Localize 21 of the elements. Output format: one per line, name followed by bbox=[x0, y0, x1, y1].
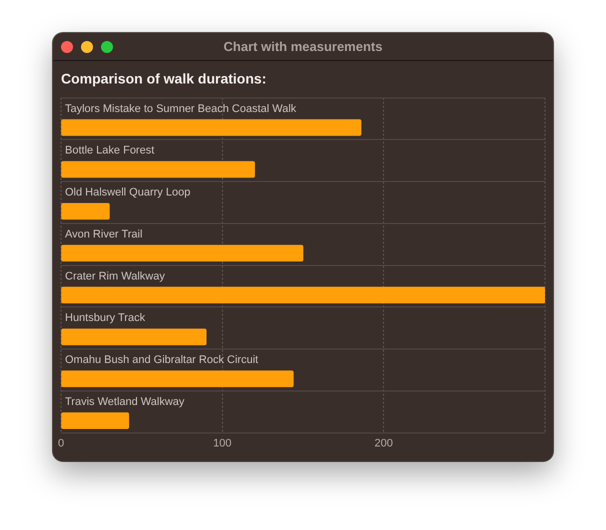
y-tick-label: Taylors Mistake to Sumner Beach Coastal Walk bbox=[65, 102, 297, 115]
y-tick-label: Travis Wetland Walkway bbox=[65, 396, 185, 408]
bar bbox=[61, 161, 255, 178]
y-tick-label: Crater Rim Walkway bbox=[65, 270, 166, 282]
x-tick-label: 100 bbox=[213, 437, 232, 450]
y-tick-label: Avon River Trail bbox=[65, 228, 142, 240]
y-tick-label: Old Halswell Quarry Loop bbox=[65, 186, 190, 199]
bar bbox=[61, 412, 130, 429]
chart-title: Chart with measurements bbox=[224, 38, 382, 56]
chart-subtitle: Comparison of walk durations: bbox=[61, 70, 266, 86]
y-tick-label: Bottle Lake Forest bbox=[65, 144, 154, 157]
bar bbox=[61, 119, 362, 136]
bar bbox=[61, 328, 207, 346]
y-tick-label: Huntsbury Track bbox=[65, 312, 146, 324]
x-tick-label: 200 bbox=[374, 437, 393, 450]
bar bbox=[61, 244, 304, 262]
bar bbox=[61, 202, 110, 220]
x-tick-label: 0 bbox=[58, 437, 64, 450]
bar bbox=[61, 286, 545, 304]
bar bbox=[61, 370, 294, 388]
y-tick-label: Omahu Bush and Gibraltar Rock Circuit bbox=[65, 354, 258, 366]
